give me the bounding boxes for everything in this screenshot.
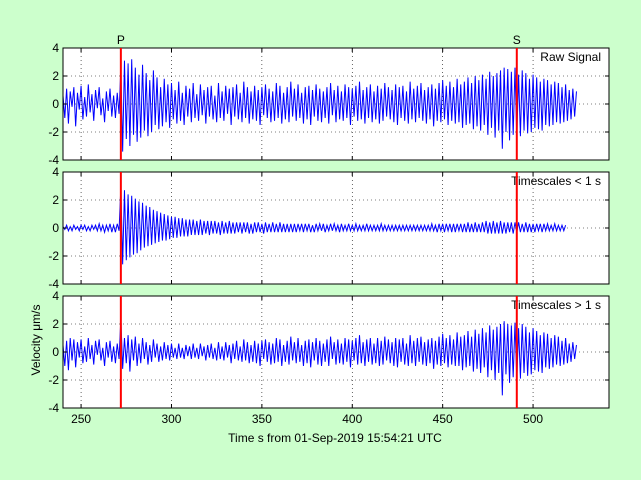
y-tick-label: 2 xyxy=(52,193,59,207)
panel-frame xyxy=(62,171,610,285)
signal-trace xyxy=(62,187,567,265)
x-tick-label: 400 xyxy=(342,412,362,426)
y-tick-label: 4 xyxy=(52,165,59,179)
signal-trace xyxy=(62,59,577,152)
x-tick-label: 300 xyxy=(161,412,181,426)
y-axis-label: Velocity μm/s xyxy=(29,305,43,376)
panel-frame xyxy=(62,295,610,409)
signal-trace xyxy=(62,318,577,396)
panel-frame xyxy=(62,47,610,161)
y-tick-label: -4 xyxy=(48,401,59,415)
y-tick-label: -2 xyxy=(48,249,59,263)
panel-title: Raw Signal xyxy=(540,50,601,64)
x-tick-label: 450 xyxy=(433,412,453,426)
panel-2: -4 -2 0 2 4 Timescales < 1 s xyxy=(48,165,610,291)
y-tick-label: 0 xyxy=(52,345,59,359)
y-tick-label: -4 xyxy=(48,153,59,167)
panel-title: Timescales > 1 s xyxy=(511,298,601,312)
y-tick-label: -2 xyxy=(48,125,59,139)
y-tick-label: 0 xyxy=(52,97,59,111)
x-tick-label: 500 xyxy=(523,412,543,426)
y-tick-label: -4 xyxy=(48,277,59,291)
panel-1: -4 -2 0 2 4 Raw Signal xyxy=(48,41,610,167)
y-tick-label: 4 xyxy=(52,41,59,55)
y-tick-label: 2 xyxy=(52,317,59,331)
x-tick-label: 250 xyxy=(71,412,91,426)
panel-title: Timescales < 1 s xyxy=(511,174,601,188)
x-tick-label: 350 xyxy=(252,412,272,426)
y-tick-label: -2 xyxy=(48,373,59,387)
y-tick-label: 0 xyxy=(52,221,59,235)
phase-label-P: P xyxy=(117,33,125,47)
phase-label-S: S xyxy=(513,33,521,47)
y-tick-label: 2 xyxy=(52,69,59,83)
y-tick-label: 4 xyxy=(52,289,59,303)
panel-3: -4 -2 0 2 4 Timescales > 1 s 250 300 350 400 450 50… xyxy=(48,289,610,426)
x-axis-label: Time s from 01-Sep-2019 15:54:21 UTC xyxy=(228,431,442,445)
panels-layer: -4 -2 0 2 4 Raw Signal -4 -2 0 2 4 Timescales < 1 s… xyxy=(48,41,610,426)
